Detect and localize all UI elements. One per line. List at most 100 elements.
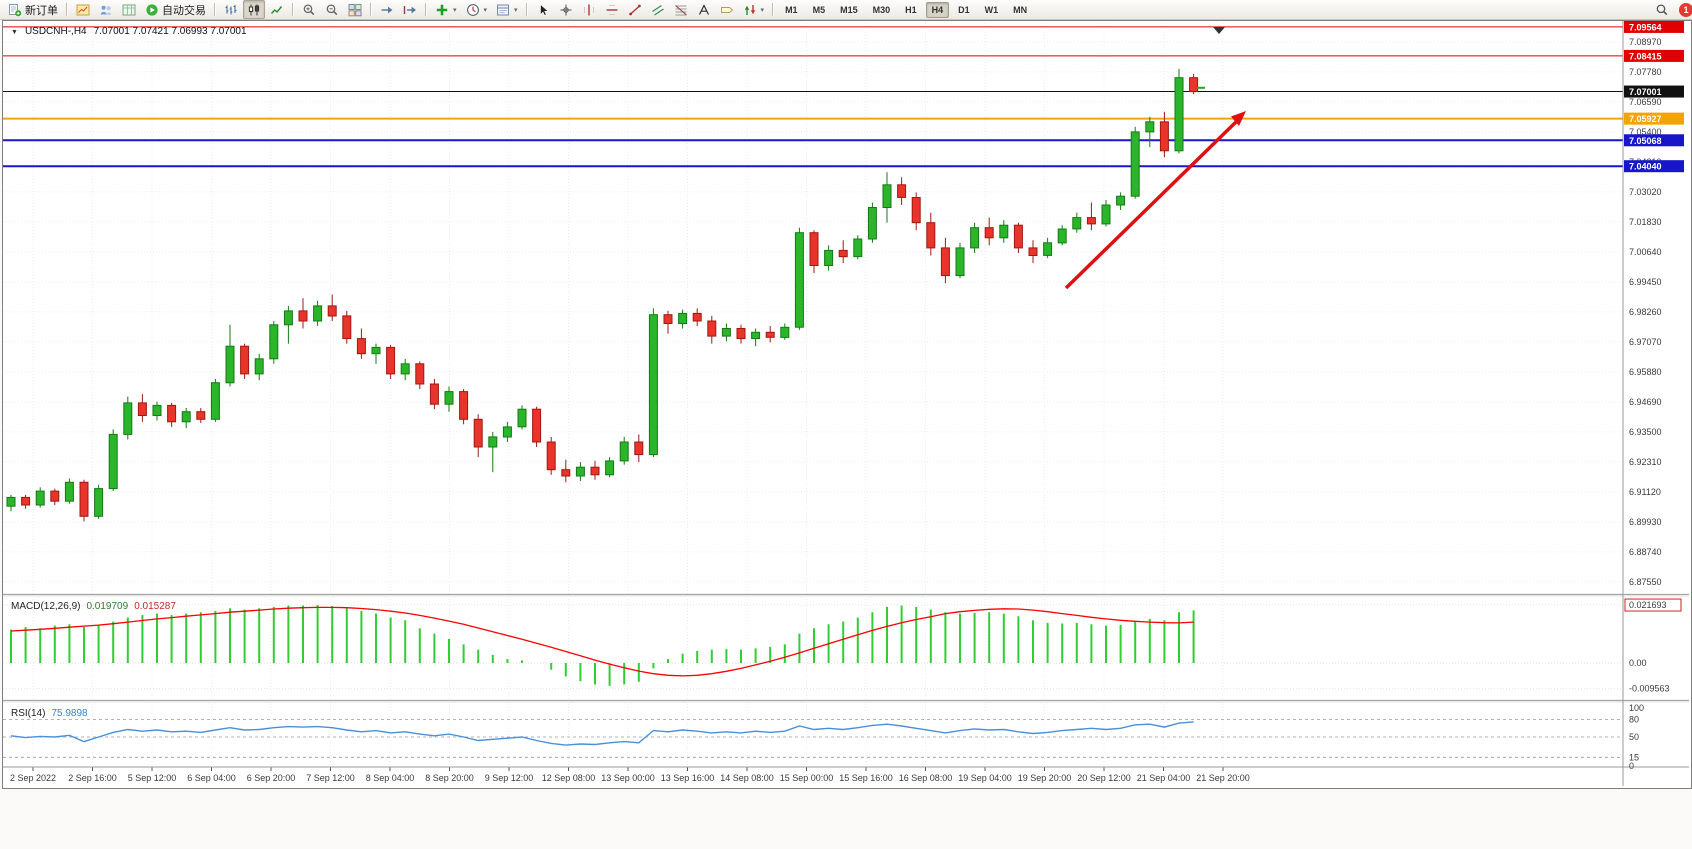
indicators-icon — [436, 4, 448, 15]
candle-body — [940, 247, 950, 277]
candle-body — [1086, 217, 1096, 225]
auto-scroll-button[interactable] — [376, 0, 398, 19]
periods-icon — [466, 3, 479, 16]
macd-indicator-label: MACD(12,26,9) 0.019709 0.015287 — [11, 601, 176, 612]
trend-arrow-line[interactable] — [1064, 118, 1240, 290]
time-axis-label: 14 Sep 08:00 — [720, 773, 774, 783]
candle-body — [721, 328, 731, 337]
bar-chart-button[interactable] — [220, 0, 242, 19]
candle-body — [692, 312, 702, 322]
candle-body — [94, 488, 104, 517]
candle-body — [152, 404, 162, 416]
candle-body — [736, 328, 746, 340]
time-axis-label: 16 Sep 08:00 — [899, 773, 953, 783]
trendline-button[interactable] — [624, 0, 646, 19]
zoom-out-button[interactable] — [321, 0, 343, 19]
timeframe-h1-button[interactable]: H1 — [905, 4, 917, 15]
timeframe-m1-button[interactable]: M1 — [785, 4, 798, 15]
timeframe-h4-button[interactable]: H4 — [925, 1, 950, 18]
timeframe-m5-button[interactable]: M5 — [812, 4, 826, 15]
price-line-label-box — [1624, 160, 1684, 173]
time-axis-label: 9 Sep 12:00 — [485, 773, 534, 783]
tile-windows-icon — [348, 3, 362, 16]
data-window-button[interactable] — [118, 0, 140, 19]
cursor-button[interactable] — [532, 0, 554, 19]
candle-body — [1189, 77, 1199, 93]
templates-icon — [497, 4, 510, 15]
candle-body — [137, 402, 147, 416]
zoom-in-icon — [303, 3, 315, 15]
timeframe-d1-button[interactable]: D1 — [958, 4, 970, 15]
price-line-label: 7.04040 — [1629, 162, 1662, 172]
horizontal-line-button[interactable] — [601, 0, 623, 19]
macd-signal-value: 0.015287 — [134, 601, 176, 612]
indicators-button[interactable]: ▾ — [431, 0, 461, 19]
candle-body — [283, 310, 293, 326]
time-axis-label: 13 Sep 00:00 — [601, 773, 655, 783]
trend-arrow-head[interactable] — [1231, 111, 1246, 126]
time-axis-label: 6 Sep 04:00 — [187, 773, 236, 783]
candle-body — [313, 305, 323, 322]
autotrading-button[interactable]: 自动交易 — [141, 0, 210, 19]
profiles-button[interactable] — [95, 0, 117, 19]
price-chart-canvas[interactable]: 7.089707.077807.065907.054007.042107.030… — [3, 20, 1689, 786]
price-grid-label: 7.00640 — [1629, 247, 1662, 257]
candle-body — [648, 314, 658, 456]
rsi-axis-label: 0 — [1629, 761, 1634, 771]
zoom-in-button[interactable] — [298, 0, 320, 19]
horizontal-line-icon — [606, 4, 618, 15]
toolbar-separator — [66, 3, 68, 16]
candle-body — [488, 436, 498, 448]
candle-body — [678, 312, 688, 324]
collapse-triangle-icon[interactable]: ▼ — [11, 29, 18, 36]
crosshair-button[interactable] — [555, 0, 577, 19]
candle-body — [1174, 77, 1184, 152]
candle-body — [926, 222, 936, 249]
time-axis-label: 8 Sep 04:00 — [366, 773, 415, 783]
time-axis-label: 15 Sep 00:00 — [780, 773, 834, 783]
candle-body — [546, 441, 556, 471]
vertical-line-button[interactable] — [578, 0, 600, 19]
chart-shift-button[interactable] — [399, 0, 421, 19]
search-button[interactable] — [1651, 0, 1673, 19]
candle-body — [210, 382, 220, 420]
charts-grid-button[interactable] — [72, 0, 94, 19]
price-grid-label: 6.99450 — [1629, 277, 1662, 287]
text-label-icon — [720, 6, 733, 13]
macd-current-value-box — [1624, 598, 1682, 612]
line-chart-icon — [270, 5, 283, 14]
candle-body — [984, 227, 994, 239]
periods-button[interactable]: ▾ — [462, 0, 492, 19]
toolbar-right-group: 1 — [1651, 0, 1692, 19]
templates-button[interactable]: ▾ — [492, 0, 522, 19]
candle-body — [108, 433, 118, 490]
arrows-button[interactable]: ▾ — [739, 0, 769, 19]
price-grid-label: 7.03020 — [1629, 187, 1662, 197]
candle-body — [532, 408, 542, 443]
line-chart-button[interactable] — [266, 0, 288, 19]
timeframe-m15-button[interactable]: M15 — [840, 4, 858, 15]
rsi-name: RSI(14) — [11, 708, 46, 719]
equidistant-channel-button[interactable] — [647, 0, 669, 19]
timeframe-w1-button[interactable]: W1 — [984, 4, 999, 15]
candle-body — [21, 496, 31, 506]
candle-body — [327, 305, 337, 317]
new-order-button[interactable]: 新订单 — [4, 0, 62, 19]
time-axis-label: 19 Sep 20:00 — [1018, 773, 1072, 783]
panel-separator — [3, 594, 1689, 598]
fibonacci-button[interactable] — [670, 0, 692, 19]
time-axis-label: 5 Sep 12:00 — [128, 773, 177, 783]
text-button[interactable] — [693, 0, 715, 19]
tile-windows-button[interactable] — [344, 0, 366, 19]
chart-shift-marker-icon — [1213, 27, 1225, 34]
candle-body — [1159, 121, 1169, 152]
candlestick-chart-button[interactable] — [243, 0, 265, 19]
macd-main-value: 0.019709 — [86, 601, 129, 612]
text-label-button[interactable] — [716, 0, 738, 19]
notification-badge[interactable]: 1 — [1679, 2, 1692, 17]
candle-body — [561, 469, 571, 477]
timeframe-m30-button[interactable]: M30 — [872, 4, 891, 15]
price-line-label: 7.09564 — [1629, 22, 1662, 32]
price-grid-label: 6.88740 — [1629, 547, 1662, 557]
timeframe-mn-button[interactable]: MN — [1013, 4, 1028, 15]
